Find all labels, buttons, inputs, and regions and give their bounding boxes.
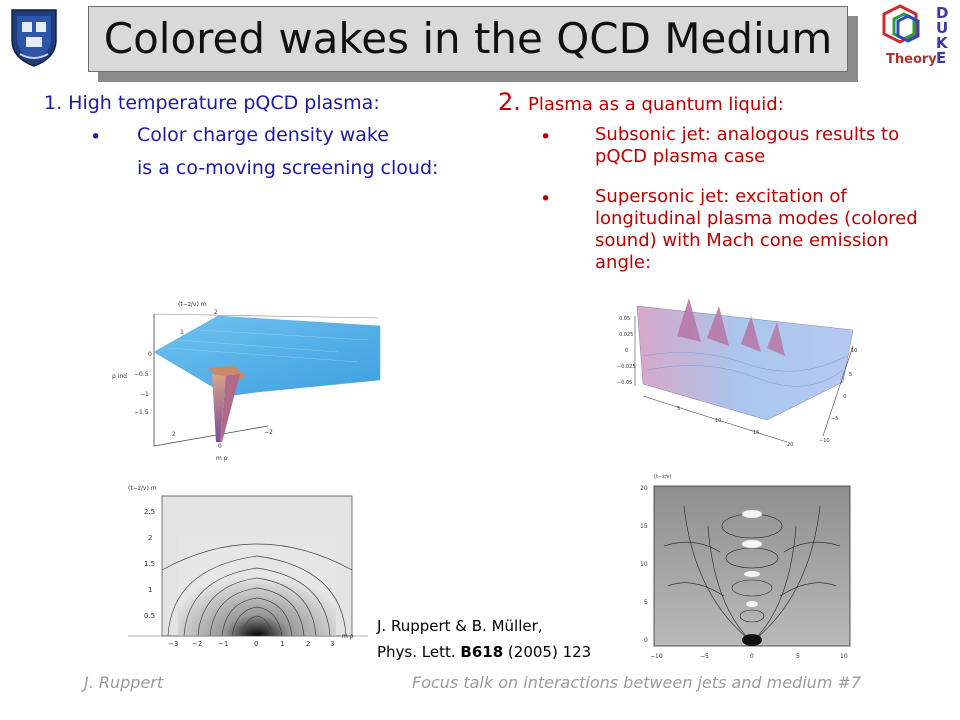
logo-theory-word: Theory bbox=[886, 52, 937, 67]
left-heading: 1. High temperature pQCD plasma: bbox=[44, 92, 380, 114]
fig-tl-tick-z0: 2 bbox=[214, 309, 218, 316]
footer-author: J. Ruppert bbox=[84, 673, 164, 692]
fig-tr-xtick-3: 20 bbox=[787, 442, 793, 448]
fig-tl-tick-z2: 0 bbox=[148, 351, 152, 358]
fig-tl-tick-z4: −1 bbox=[140, 391, 149, 398]
fig-tr-ztick-2: 0 bbox=[625, 348, 628, 354]
fig-tr-ztick-4: −0.05 bbox=[617, 380, 632, 386]
fig-tr-xtick-2: 15 bbox=[753, 430, 759, 436]
fig-tr-ytick-4: −10 bbox=[819, 438, 830, 444]
fig-tl-tick-r0: 2 bbox=[172, 431, 176, 438]
fig-br-ytick-3: 5 bbox=[644, 599, 648, 606]
logo-letter-d: D bbox=[936, 4, 948, 22]
title-box bbox=[88, 6, 848, 72]
slide-title: Colored wakes in the QCD Medium bbox=[103, 14, 833, 63]
fig-tr-ytick-0: 10 bbox=[851, 348, 857, 354]
fig-tl-top-label: (t−z/v) m bbox=[178, 301, 207, 308]
pqcd-wake-contour-plot: (t−z/v) m 2.5 2 1.5 1 0.5 −3 −2 −1 0 1 2… bbox=[108, 478, 376, 658]
citation-line2: Phys. Lett. B618 (2005) 123 bbox=[377, 639, 591, 665]
fig-tl-tick-z5: −1.5 bbox=[134, 409, 149, 416]
citation-line1: J. Ruppert & B. Müller, bbox=[377, 617, 543, 635]
citation-journal: Phys. Lett. bbox=[377, 643, 461, 661]
fig-bl-xtick-2: −1 bbox=[218, 640, 228, 648]
citation: J. Ruppert & B. Müller, Phys. Lett. B618… bbox=[377, 613, 591, 665]
right-bullet2-marker: • bbox=[540, 188, 552, 210]
right-bullet1-marker: • bbox=[540, 126, 552, 148]
right-bullet2-text: Supersonic jet: excitation of longitudin… bbox=[595, 186, 918, 273]
citation-volume: B618 bbox=[460, 643, 504, 661]
fig-bl-xtick-5: 2 bbox=[306, 640, 310, 648]
fig-br-xtick-3: 5 bbox=[796, 653, 800, 660]
fig-bl-top-label: (t−z/v) m bbox=[128, 485, 157, 492]
logo-letter-u: U bbox=[936, 19, 948, 37]
fig-tl-left-label: ρ ind bbox=[112, 373, 127, 380]
fig-bl-xtick-3: 0 bbox=[254, 640, 258, 648]
left-bullet-line1: Color charge density wake bbox=[137, 124, 389, 146]
right-number: 2. bbox=[498, 88, 521, 116]
fig-bl-xlabel: m ρ bbox=[342, 633, 354, 640]
fig-br-top-label: (t−z/v) bbox=[654, 474, 671, 480]
fig-tr-ytick-2: 0 bbox=[843, 394, 846, 400]
fig-tr-xtick-1: 10 bbox=[715, 418, 721, 424]
fig-bl-ytick-3: 1 bbox=[148, 586, 152, 594]
fig-bl-ytick-4: 0.5 bbox=[144, 612, 155, 620]
fig-br-xtick-0: −10 bbox=[650, 653, 663, 660]
fig-bl-ytick-1: 2 bbox=[148, 534, 152, 542]
fig-br-ytick-2: 10 bbox=[640, 561, 648, 568]
fig-bl-xtick-4: 1 bbox=[280, 640, 284, 648]
fig-tr-ytick-1: 5 bbox=[849, 372, 852, 378]
duke-theory-logo: D U K E Theory bbox=[880, 4, 954, 68]
fig-br-xtick-1: −5 bbox=[700, 653, 709, 660]
duke-seal-logo bbox=[8, 6, 60, 68]
fig-tl-tick-z3: −0.5 bbox=[134, 371, 149, 378]
right-bullet1-text: Subsonic jet: analogous results to pQCD … bbox=[595, 124, 900, 167]
logo-letter-k: K bbox=[936, 34, 949, 52]
right-heading: Plasma as a quantum liquid: bbox=[528, 94, 784, 115]
fig-tr-ztick-0: 0.05 bbox=[619, 316, 630, 322]
fig-tr-ztick-1: 0.025 bbox=[619, 332, 633, 338]
left-bullet-marker: • bbox=[90, 126, 102, 148]
fig-bl-xtick-0: −3 bbox=[168, 640, 178, 648]
mach-cone-contour-plot: (t−z/v) 20 15 10 5 0 −10 −5 0 5 10 bbox=[624, 466, 860, 664]
fig-bl-ytick-0: 2.5 bbox=[144, 508, 155, 516]
fig-bl-xtick-6: 3 bbox=[330, 640, 334, 648]
fig-bl-ytick-2: 1.5 bbox=[144, 560, 155, 568]
footer-talk-title: Focus talk on interactions between jets … bbox=[412, 673, 862, 692]
fig-br-xtick-2: 0 bbox=[750, 653, 754, 660]
logo-letter-e: E bbox=[936, 49, 946, 67]
fig-br-ytick-0: 20 bbox=[640, 485, 648, 492]
left-bullet-line2: is a co-moving screening cloud: bbox=[137, 157, 439, 179]
citation-year-page: (2005) 123 bbox=[503, 643, 592, 661]
pqcd-wake-surface-plot: (t−z/v) m 2 1 0 −0.5 −1 −1.5 ρ ind 2 0 −… bbox=[108, 296, 388, 466]
fig-tl-tick-z1: 1 bbox=[180, 329, 184, 336]
fig-br-ytick-4: 0 bbox=[644, 637, 648, 644]
fig-tl-tick-r2: −2 bbox=[264, 429, 273, 436]
fig-tl-xlabel: m ρ bbox=[216, 455, 228, 462]
fig-tr-ztick-3: −0.025 bbox=[617, 364, 636, 370]
fig-tr-ytick-3: −5 bbox=[831, 416, 838, 422]
fig-br-xtick-4: 10 bbox=[840, 653, 848, 660]
fig-bl-xtick-1: −2 bbox=[192, 640, 202, 648]
fig-tl-tick-r1: 0 bbox=[218, 443, 222, 450]
fig-br-ytick-1: 15 bbox=[640, 523, 648, 530]
mach-cone-surface-plot: 0.05 0.025 0 −0.025 −0.05 10 5 0 −5 −10 … bbox=[617, 286, 861, 456]
fig-tr-xtick-0: 5 bbox=[677, 406, 680, 412]
